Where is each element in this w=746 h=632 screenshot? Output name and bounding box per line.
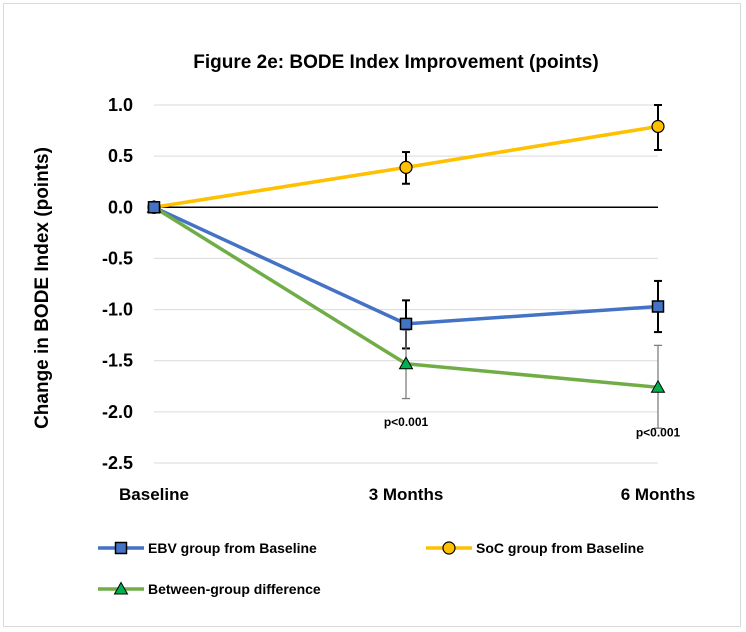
error-bars	[402, 104, 662, 429]
y-tick-label: -2.0	[102, 402, 133, 422]
x-tick-label: 3 Months	[369, 485, 444, 504]
y-tick-label: 1.0	[108, 95, 133, 115]
legend-label: Between-group difference	[148, 581, 321, 597]
y-tick-label: -2.5	[102, 453, 133, 473]
data-point-1	[147, 201, 161, 214]
y-tick-labels: 1.0 0.5 0.0 -0.5 -1.0 -1.5 -2.0 -2.5	[102, 95, 133, 473]
y-tick-label: -1.5	[102, 351, 133, 371]
data-point-3	[398, 356, 414, 370]
x-tick-label: Baseline	[119, 485, 189, 504]
legend-label: EBV group from Baseline	[148, 540, 317, 556]
y-tick-label: -0.5	[102, 248, 133, 268]
legend: EBV group from Baseline SoC group from Ba…	[98, 540, 644, 597]
data-point-3	[650, 379, 666, 393]
legend-marker	[113, 581, 129, 595]
legend-item-1: EBV group from Baseline	[98, 540, 317, 556]
data-point-1	[399, 317, 413, 331]
y-tick-label: 0.5	[108, 146, 133, 166]
legend-item-3: Between-group difference	[98, 581, 321, 597]
legend-marker	[114, 541, 128, 555]
annotations: p<0.001 p<0.001	[384, 415, 681, 439]
x-tick-label: 6 Months	[621, 485, 696, 504]
y-tick-label: -1.0	[102, 300, 133, 320]
legend-item-2: SoC group from Baseline	[426, 540, 644, 556]
p-value-label: p<0.001	[636, 425, 681, 439]
chart-frame	[3, 3, 741, 627]
data-point-2	[399, 160, 413, 174]
y-tick-label: 0.0	[108, 197, 133, 217]
y-axis-label: Change in BODE Index (points)	[32, 147, 53, 429]
data-markers	[146, 119, 666, 393]
p-value-label: p<0.001	[384, 415, 429, 429]
chart-title: Figure 2e: BODE Index Improvement (point…	[193, 52, 598, 73]
data-point-2	[651, 119, 665, 134]
x-tick-labels: Baseline 3 Months 6 Months	[119, 485, 695, 504]
legend-marker	[442, 541, 456, 555]
legend-label: SoC group from Baseline	[476, 540, 644, 556]
data-point-1	[651, 300, 665, 313]
